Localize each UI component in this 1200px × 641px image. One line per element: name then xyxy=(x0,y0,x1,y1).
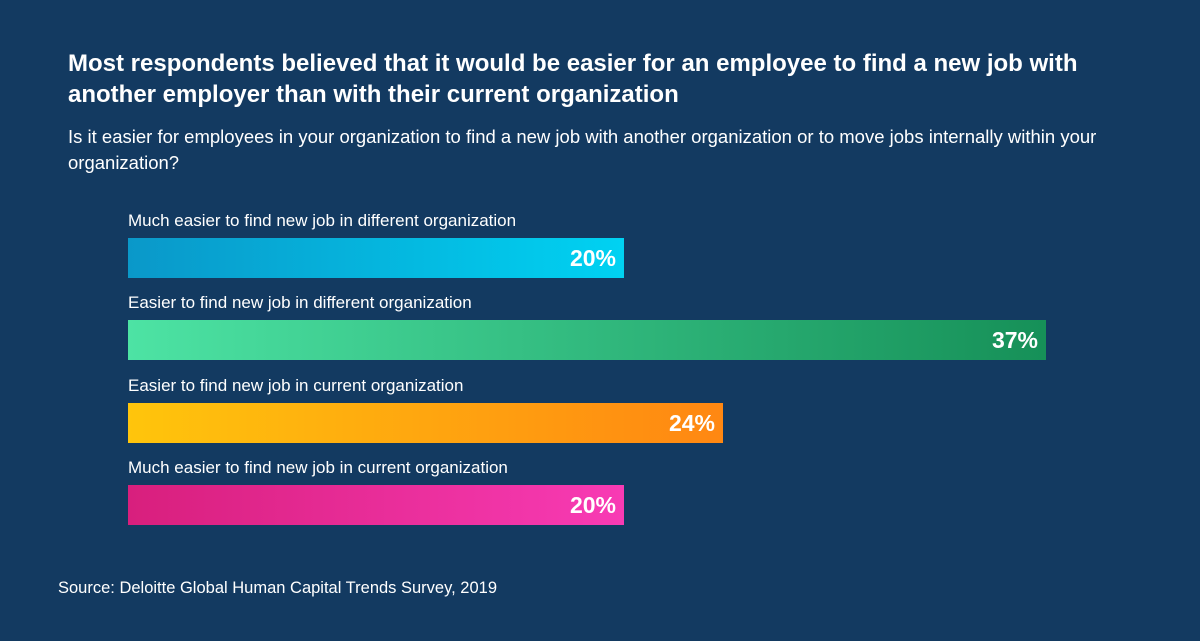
bar: 37% xyxy=(128,320,1046,360)
bar: 20% xyxy=(128,485,624,525)
bar: 20% xyxy=(128,238,624,278)
category-label: Much easier to find new job in current o… xyxy=(128,458,508,477)
source-note: Source: Deloitte Global Human Capital Tr… xyxy=(58,579,498,597)
bar-value-label: 37% xyxy=(991,327,1038,353)
category-label: Easier to find new job in different orga… xyxy=(128,293,472,312)
chart-title: Most respondents believed that it would … xyxy=(68,50,1078,108)
category-label: Much easier to find new job in different… xyxy=(128,211,517,230)
chart-subtitle: Is it easier for employees in your organ… xyxy=(68,126,1097,173)
bar-value-label: 20% xyxy=(569,245,616,271)
bar-value-label: 24% xyxy=(668,410,715,436)
category-label: Easier to find new job in current organi… xyxy=(128,376,464,395)
bar: 24% xyxy=(128,403,723,443)
bar-value-label: 20% xyxy=(569,492,616,518)
